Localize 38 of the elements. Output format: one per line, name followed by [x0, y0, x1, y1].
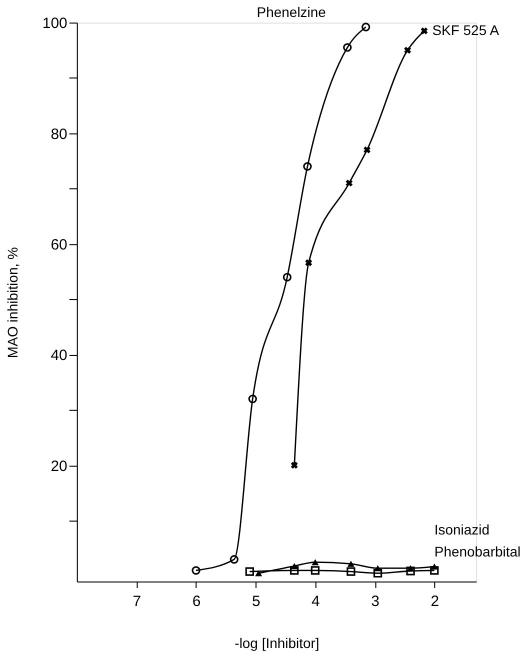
- point: [346, 567, 356, 576]
- point: [312, 559, 319, 566]
- point: [420, 27, 428, 34]
- point: [290, 566, 299, 575]
- y-tick-label: 80: [50, 126, 68, 143]
- x-tick-label: 5: [252, 592, 260, 610]
- point: [343, 43, 352, 52]
- point: [230, 555, 238, 564]
- x-tick-label: 7: [132, 592, 142, 610]
- x-axis-title: -log [Inhibitor]: [234, 634, 320, 651]
- series-label: SKF 525 A: [432, 22, 500, 38]
- point: [255, 570, 262, 576]
- x-tick-label: 6: [192, 592, 201, 610]
- point: [364, 146, 371, 154]
- point: [373, 568, 382, 578]
- point: [346, 180, 353, 187]
- x-tick-label: 3: [371, 592, 380, 610]
- point: [305, 259, 312, 266]
- series-label: Phenobarbital: [434, 543, 521, 560]
- x-tick-label: 2: [430, 592, 440, 610]
- point: [310, 566, 320, 575]
- x-tick-label: 4: [312, 592, 320, 610]
- y-tick-label: 100: [42, 15, 68, 32]
- point: [303, 162, 312, 171]
- point: [248, 394, 257, 404]
- point: [245, 567, 254, 576]
- point: [282, 272, 292, 282]
- point: [404, 46, 412, 54]
- series-label: Isoniazid: [434, 522, 490, 538]
- y-tick-label: 60: [50, 236, 68, 254]
- point: [290, 462, 298, 469]
- text: Phenelzine: [256, 4, 326, 20]
- point: [347, 560, 354, 567]
- y-tick-label: 40: [50, 347, 68, 364]
- y-axis-title: MAO inhibition, %: [4, 247, 20, 358]
- point: [406, 566, 415, 576]
- point: [430, 566, 439, 575]
- y-tick-label: 20: [50, 458, 68, 475]
